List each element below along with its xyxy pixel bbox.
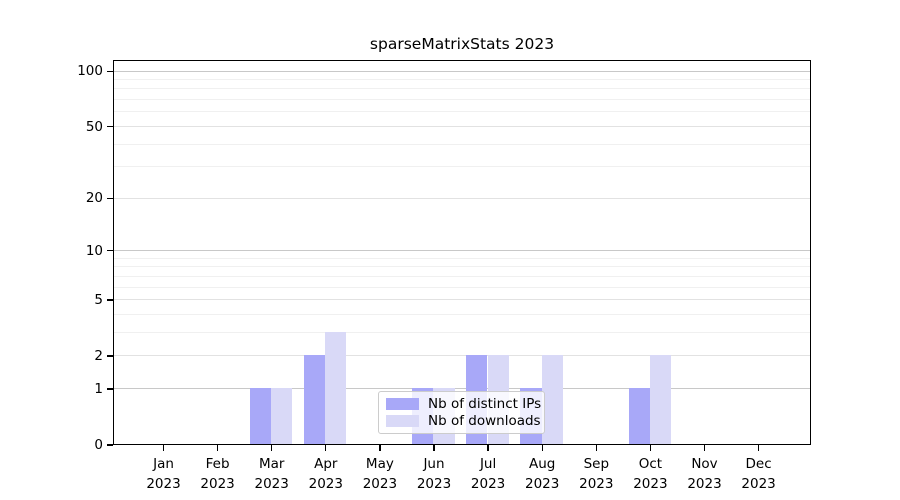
y-tick — [107, 355, 113, 357]
legend-swatch — [386, 415, 419, 428]
gridline-minor — [114, 257, 810, 259]
gridline — [114, 355, 810, 357]
x-tick-label: Jan 2023 — [146, 456, 181, 493]
gridline-minor — [114, 111, 810, 113]
x-tick-label: Feb 2023 — [200, 456, 235, 493]
y-tick — [107, 299, 113, 301]
plot-area — [113, 60, 811, 445]
legend: Nb of distinct IPs Nb of downloads — [378, 391, 545, 434]
x-tick — [216, 445, 219, 451]
x-tick — [379, 445, 381, 451]
y-tick-label: 2 — [94, 348, 103, 365]
y-tick — [107, 125, 113, 128]
chart-title: sparseMatrixStats 2023 — [369, 35, 555, 53]
x-tick-label: Jun 2023 — [416, 456, 452, 493]
gridline — [114, 250, 810, 252]
bar-nb-of-distinct-ips — [249, 388, 272, 445]
y-tick-label: 50 — [85, 118, 103, 135]
y-tick — [107, 250, 113, 252]
y-tick-label: 0 — [94, 437, 103, 453]
gridline-minor — [114, 88, 810, 90]
x-tick — [162, 445, 165, 451]
gridline-minor — [114, 166, 810, 168]
y-tick-label: 5 — [94, 291, 103, 308]
x-tick-label: Mar 2023 — [254, 456, 289, 493]
x-tick — [649, 445, 652, 451]
legend-label: Nb of downloads — [428, 413, 541, 430]
x-tick — [757, 445, 760, 451]
gridline-minor — [114, 143, 810, 145]
gridline — [114, 299, 810, 301]
x-tick — [703, 445, 706, 451]
gridline — [114, 197, 810, 199]
x-tick-label: Oct 2023 — [633, 456, 668, 493]
x-tick — [487, 445, 489, 451]
x-tick-label: Nov 2023 — [687, 456, 722, 493]
x-tick — [271, 445, 273, 451]
legend-swatch — [386, 397, 419, 410]
x-tick — [595, 445, 597, 451]
gridline-minor — [114, 79, 810, 81]
y-tick-label: 20 — [85, 190, 103, 207]
bar-nb-of-downloads — [271, 388, 293, 445]
y-tick-label: 10 — [85, 242, 103, 259]
y-tick-label: 100 — [77, 63, 103, 80]
bar-nb-of-distinct-ips — [304, 355, 326, 445]
gridline-minor — [114, 286, 810, 288]
x-tick-label: Jul 2023 — [470, 456, 506, 493]
gridline-minor — [114, 275, 810, 277]
x-tick-label: Apr 2023 — [308, 456, 343, 493]
y-tick — [107, 444, 113, 446]
legend-entry: Nb of downloads — [386, 413, 541, 429]
y-tick-label: 1 — [94, 380, 103, 397]
x-tick — [541, 445, 543, 451]
x-tick-label: Sep 2023 — [579, 456, 614, 493]
bar-nb-of-distinct-ips — [628, 388, 650, 445]
gridline-minor — [114, 99, 810, 101]
x-tick-label: Dec 2023 — [741, 456, 776, 493]
gridline-minor — [114, 314, 810, 316]
gridline-minor — [114, 332, 810, 334]
y-tick — [107, 388, 113, 390]
gridline — [114, 70, 810, 72]
legend-entry: Nb of distinct IPs — [386, 396, 541, 412]
legend-label: Nb of distinct IPs — [428, 395, 542, 412]
x-tick — [433, 445, 435, 451]
x-tick-label: May 2023 — [362, 456, 398, 493]
gridline — [114, 388, 810, 390]
gridline-minor — [114, 266, 810, 268]
y-tick — [107, 197, 113, 200]
y-tick — [107, 70, 113, 72]
x-tick — [325, 445, 327, 451]
bar-nb-of-downloads — [541, 355, 563, 445]
bar-nb-of-downloads — [325, 332, 347, 445]
bar-nb-of-downloads — [649, 355, 671, 445]
gridline — [114, 125, 810, 127]
x-tick-label: Aug 2023 — [525, 456, 560, 493]
